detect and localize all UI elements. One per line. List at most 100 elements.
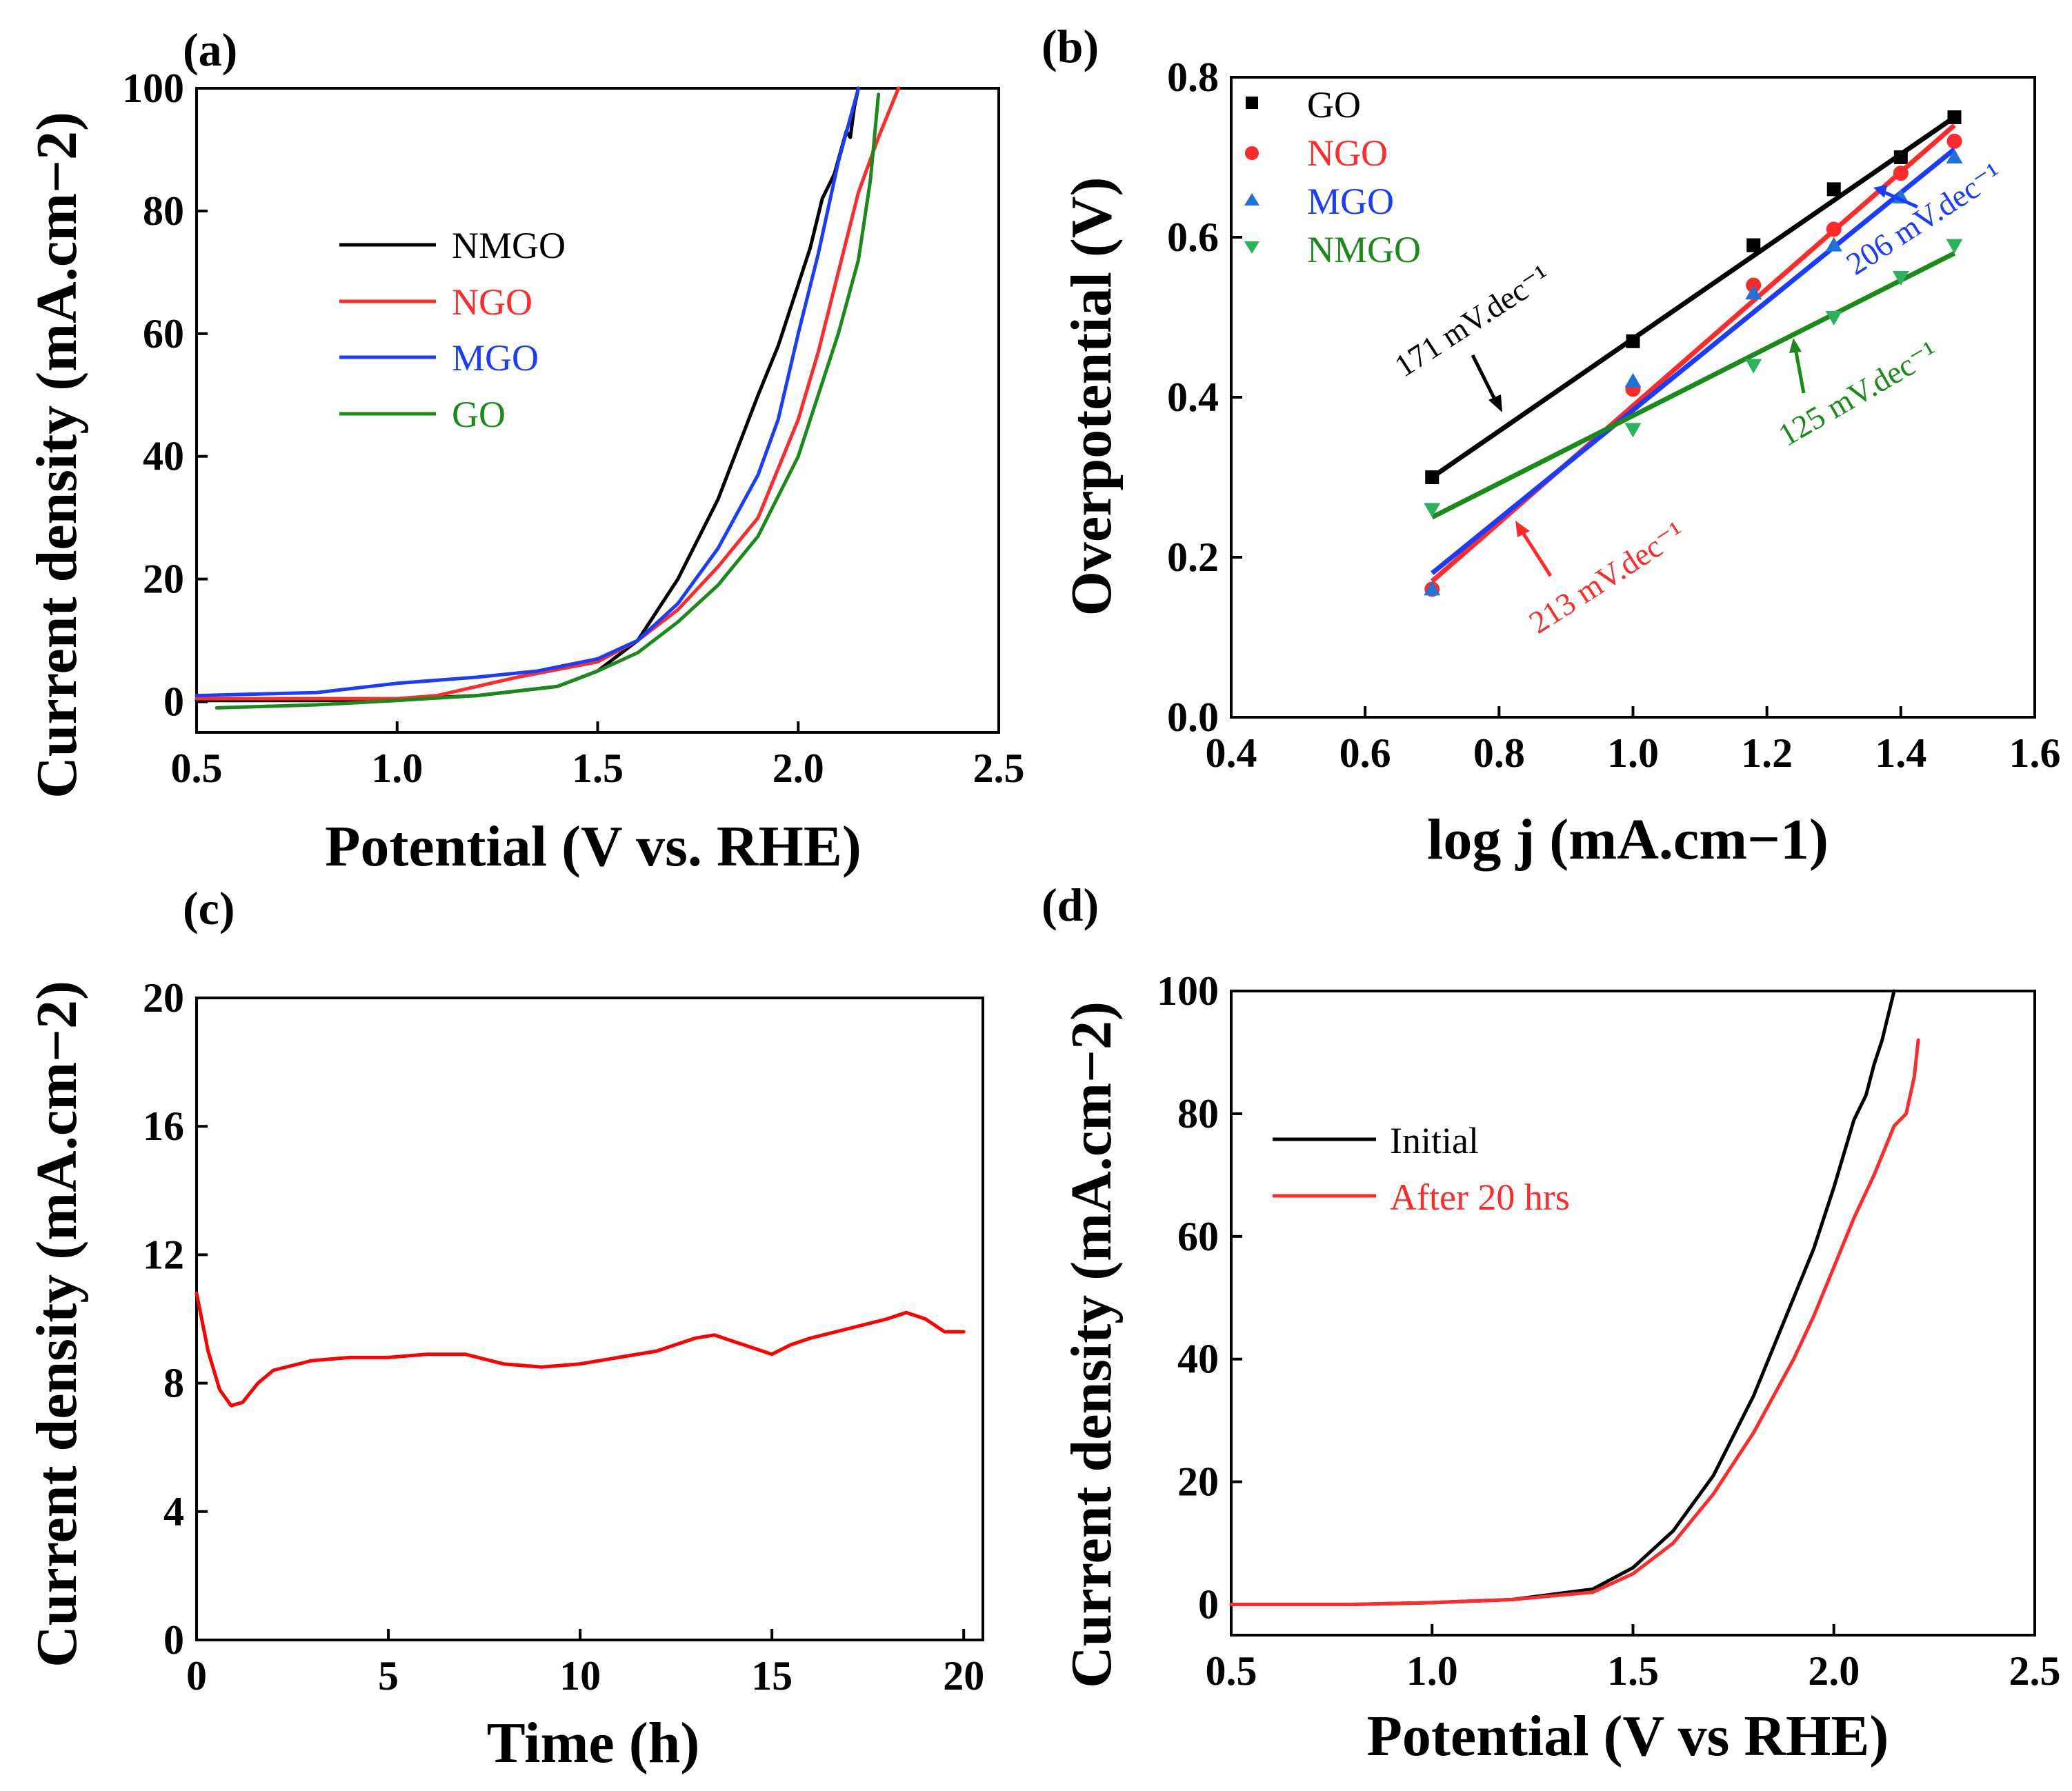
x-tick-label-c: 10 (559, 1653, 601, 1699)
data-point-mgo (1624, 372, 1642, 388)
y-tick-label-b: 0.2 (1167, 534, 1219, 580)
x-tick-label-a: 1.5 (572, 746, 624, 791)
y-tick-label-d: 100 (1157, 968, 1219, 1014)
panel-a-lsv-chart: (a) Current density (mA.cm−2) Potential … (25, 23, 1025, 879)
data-point-go (1626, 334, 1640, 348)
data-point-nmgo (1624, 423, 1642, 438)
y-tick-label-d: 80 (1177, 1091, 1219, 1137)
panel-b-tafel-chart: (b) Overpotential (V) log j (mA.cm−1) 0.… (1042, 20, 2061, 872)
panel-d-legend: Initial After 20 hrs (1273, 1120, 1570, 1218)
panel-d-label: (d) (1042, 879, 1099, 931)
x-tick-label-d: 1.0 (1406, 1648, 1458, 1694)
y-tick-label-b: 0.6 (1167, 214, 1219, 260)
y-tick-label-c: 4 (163, 1489, 184, 1534)
slope-arrowhead-nmgo (1789, 338, 1802, 353)
legend-b-marker-mgo (1244, 193, 1259, 206)
data-point-nmgo (1424, 503, 1441, 518)
y-tick-label-a: 40 (143, 434, 184, 479)
x-tick-label-b: 1.0 (1607, 730, 1659, 776)
x-tick-label-c: 0 (186, 1653, 207, 1699)
slope-arrow-go (1471, 354, 1499, 405)
y-tick-label-b: 0.8 (1167, 54, 1219, 100)
panel-a-xlabel: Potential (V vs. RHE) (325, 814, 861, 879)
x-tick-label-b: 1.2 (1741, 730, 1793, 776)
y-tick-label-d: 60 (1177, 1214, 1219, 1259)
legend-b-mgo: MGO (1307, 181, 1394, 222)
panel-d-ylabel: Current density (mA.cm−2) (1059, 1001, 1124, 1688)
panel-c-xlabel: Time (h) (487, 1711, 700, 1775)
data-point-ngo (1826, 221, 1842, 237)
data-point-ngo (1893, 166, 1909, 181)
slope-label-ngo: 213 mV.dec⁻¹ (1523, 514, 1691, 641)
x-tick-label-c: 5 (378, 1653, 399, 1699)
legend-a-ngo: NGO (452, 281, 532, 323)
x-tick-label-d: 2.0 (1808, 1648, 1860, 1694)
legend-b-ngo: NGO (1307, 132, 1388, 174)
slope-label-go: 171 mV.dec⁻¹ (1388, 258, 1556, 384)
y-tick-label-a: 0 (163, 679, 184, 725)
legend-a-mgo: MGO (452, 337, 539, 379)
x-tick-label-b: 0.4 (1206, 730, 1257, 776)
x-tick-label-a: 1.0 (371, 746, 423, 791)
plot-frame-a (195, 87, 1000, 734)
data-point-nmgo (1745, 359, 1762, 374)
panel-c-ylabel: Current density (mA.cm−2) (25, 981, 89, 1668)
panel-b-slope-annotations: 171 mV.dec⁻¹ 213 mV.dec⁻¹ 206 mV.dec⁻¹ 1… (1388, 156, 2008, 641)
y-tick-label-d: 40 (1177, 1337, 1219, 1382)
x-tick-label-b: 1.4 (1875, 730, 1926, 776)
x-tick-label-d: 0.5 (1206, 1648, 1257, 1694)
x-tick-label-a: 0.5 (171, 746, 223, 791)
data-point-go (1425, 470, 1440, 484)
x-tick-label-b: 0.8 (1473, 730, 1525, 776)
data-point-mgo (1745, 285, 1762, 300)
y-tick-label-c: 16 (143, 1103, 184, 1149)
plot-frame-d (1230, 990, 2036, 1637)
panel-b-xlabel: log j (mA.cm−1) (1427, 808, 1829, 872)
fit-line-go (1431, 115, 1956, 479)
legend-b-marker-ngo (1245, 146, 1259, 160)
y-tick-label-c: 0 (163, 1617, 184, 1663)
panel-d-durability-chart: (d) Current density (mA.cm−2) Potential … (1042, 879, 2061, 1768)
legend-b-go: GO (1307, 84, 1361, 126)
data-point-ngo (1946, 133, 1962, 149)
fit-line-mgo (1431, 147, 1956, 575)
x-tick-label-b: 0.6 (1339, 730, 1391, 776)
series-line-ngo (195, 86, 901, 701)
x-tick-label-c: 20 (943, 1653, 984, 1699)
y-tick-label-b: 0.0 (1167, 694, 1219, 740)
legend-b-marker-go (1246, 97, 1258, 109)
y-tick-label-c: 8 (163, 1361, 184, 1406)
y-tick-label-d: 20 (1177, 1459, 1219, 1505)
y-tick-label-a: 60 (143, 311, 184, 357)
panel-b-ylabel: Overpotential (V) (1059, 177, 1124, 617)
data-point-mgo (1946, 149, 1963, 163)
y-tick-label-b: 0.4 (1167, 374, 1219, 420)
fit-line-nmgo (1431, 251, 1956, 520)
y-tick-label-a: 20 (143, 557, 184, 602)
data-point-nmgo (1946, 239, 1963, 254)
fit-line-ngo (1430, 123, 1956, 583)
data-point-mgo (1424, 581, 1441, 596)
data-point-go (1826, 182, 1841, 197)
panel-a-legend: NMGO NGO MGO GO (339, 225, 566, 435)
slope-arrowhead-ngo (1515, 521, 1530, 537)
series-line-stability (195, 1291, 966, 1408)
y-tick-label-a: 80 (143, 188, 184, 234)
legend-a-go: GO (452, 394, 506, 435)
panel-a-label: (a) (183, 23, 237, 76)
panel-b-legend: GO NGO MGO NMGO (1244, 84, 1421, 270)
series-line-after-20-hrs (1229, 1038, 1920, 1606)
data-point-nmgo (1825, 311, 1842, 326)
y-tick-label-c: 12 (143, 1232, 184, 1277)
x-tick-label-d: 2.5 (2009, 1648, 2061, 1694)
series-line-nmgo (195, 86, 860, 703)
series-line-initial (1229, 989, 1896, 1606)
x-tick-label-a: 2.5 (973, 746, 1025, 791)
x-tick-label-d: 1.5 (1607, 1648, 1659, 1694)
panel-a-ylabel: Current density (mA.cm−2) (25, 112, 89, 799)
y-tick-label-c: 20 (143, 975, 184, 1021)
legend-a-nmgo: NMGO (452, 225, 566, 266)
slope-arrow-nmgo (1793, 348, 1806, 394)
y-tick-label-a: 100 (122, 66, 184, 111)
